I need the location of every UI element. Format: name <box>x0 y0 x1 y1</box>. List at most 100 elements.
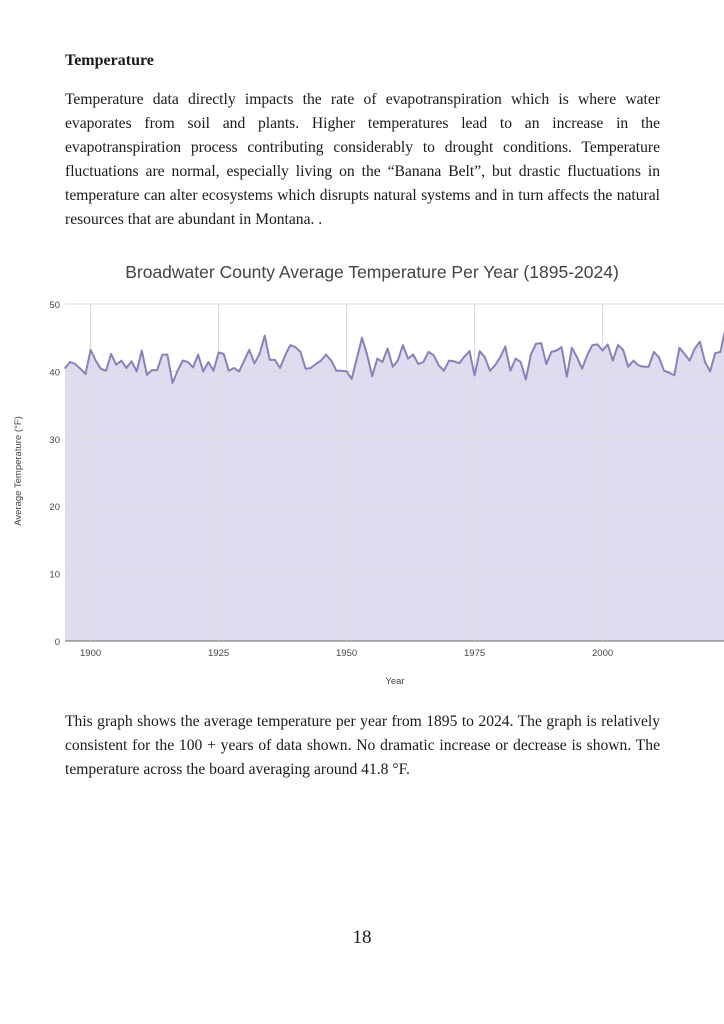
data-point <box>100 367 102 370</box>
data-point <box>171 382 174 384</box>
data-point <box>135 370 138 373</box>
data-point <box>64 367 66 369</box>
data-point <box>709 370 711 373</box>
section-heading: Temperature <box>65 52 154 69</box>
data-point <box>361 336 363 339</box>
x-tick-label: 1900 <box>80 648 101 659</box>
data-point <box>422 361 425 363</box>
data-point <box>166 353 169 356</box>
data-point <box>320 359 322 362</box>
data-point <box>437 364 440 367</box>
data-point <box>402 344 404 346</box>
data-point <box>315 363 317 365</box>
chart-description-paragraph: This graph shows the average temperature… <box>65 713 660 778</box>
data-point <box>253 362 256 365</box>
data-point <box>243 359 245 362</box>
data-point <box>617 344 619 346</box>
y-tick-label: 40 <box>49 367 60 378</box>
data-point <box>151 369 153 371</box>
data-point <box>192 366 194 369</box>
data-point <box>704 361 706 363</box>
data-point <box>110 353 112 355</box>
data-point <box>212 369 215 372</box>
data-point <box>69 361 71 363</box>
data-point <box>514 357 517 360</box>
data-point <box>391 365 394 368</box>
data-point <box>248 349 251 351</box>
data-point <box>345 370 348 373</box>
data-point <box>284 354 286 357</box>
x-tick-label: 1925 <box>208 648 229 659</box>
data-point <box>197 353 199 356</box>
data-point <box>202 370 205 373</box>
data-point <box>586 354 589 357</box>
data-point <box>325 353 327 356</box>
temperature-area <box>65 335 724 641</box>
data-point <box>350 378 353 380</box>
data-point <box>673 374 676 377</box>
y-tick-label: 0 <box>55 637 60 648</box>
data-point <box>407 357 409 360</box>
data-point <box>627 365 629 368</box>
data-point <box>581 367 583 370</box>
data-point <box>509 369 512 372</box>
data-point <box>688 359 691 362</box>
data-point <box>432 354 435 357</box>
page-number: 18 <box>352 927 372 948</box>
data-point <box>576 356 578 359</box>
temperature-points <box>64 334 722 384</box>
data-point <box>412 353 414 356</box>
data-point <box>658 356 660 359</box>
data-point <box>489 369 491 372</box>
data-point <box>601 349 604 352</box>
data-point <box>504 345 507 348</box>
data-point <box>356 357 358 360</box>
data-point <box>269 359 271 361</box>
data-point <box>89 349 92 351</box>
data-point <box>309 367 312 369</box>
data-point <box>176 369 179 372</box>
data-point <box>187 361 189 363</box>
data-point <box>719 351 722 353</box>
data-point <box>386 347 389 350</box>
data-point <box>591 344 594 346</box>
data-point <box>120 359 123 362</box>
data-point <box>458 362 461 365</box>
data-point <box>550 351 553 353</box>
data-point <box>525 378 527 381</box>
y-tick-label: 10 <box>49 570 60 581</box>
data-point <box>299 351 302 353</box>
data-point <box>156 369 158 371</box>
data-point <box>79 367 82 370</box>
temperature-chart: Broadwater County Average Temperature Pe… <box>13 262 724 687</box>
data-point <box>714 352 717 355</box>
data-point <box>335 369 338 372</box>
data-point <box>530 353 532 356</box>
data-point <box>94 359 97 362</box>
data-point <box>642 365 645 368</box>
data-point <box>678 347 681 349</box>
data-point <box>560 346 563 348</box>
y-tick-label: 20 <box>49 502 60 513</box>
data-point <box>683 353 686 355</box>
data-point <box>115 363 117 366</box>
x-tick-label: 2000 <box>592 648 613 659</box>
data-point <box>397 359 399 362</box>
data-point <box>258 353 261 355</box>
data-point <box>217 351 220 354</box>
x-axis-label: Year <box>385 676 404 687</box>
data-point <box>606 343 609 346</box>
data-point <box>540 342 542 344</box>
data-point <box>294 346 297 348</box>
data-point <box>668 371 670 374</box>
data-point <box>453 360 455 363</box>
data-point <box>238 370 240 373</box>
data-point <box>161 353 164 356</box>
y-tick-label: 30 <box>49 435 60 446</box>
y-axis-label: Average Temperature (°F) <box>13 416 24 526</box>
data-point <box>381 361 384 363</box>
data-point <box>181 359 184 362</box>
data-point <box>130 360 133 363</box>
data-point <box>366 353 368 356</box>
data-point <box>233 367 235 369</box>
